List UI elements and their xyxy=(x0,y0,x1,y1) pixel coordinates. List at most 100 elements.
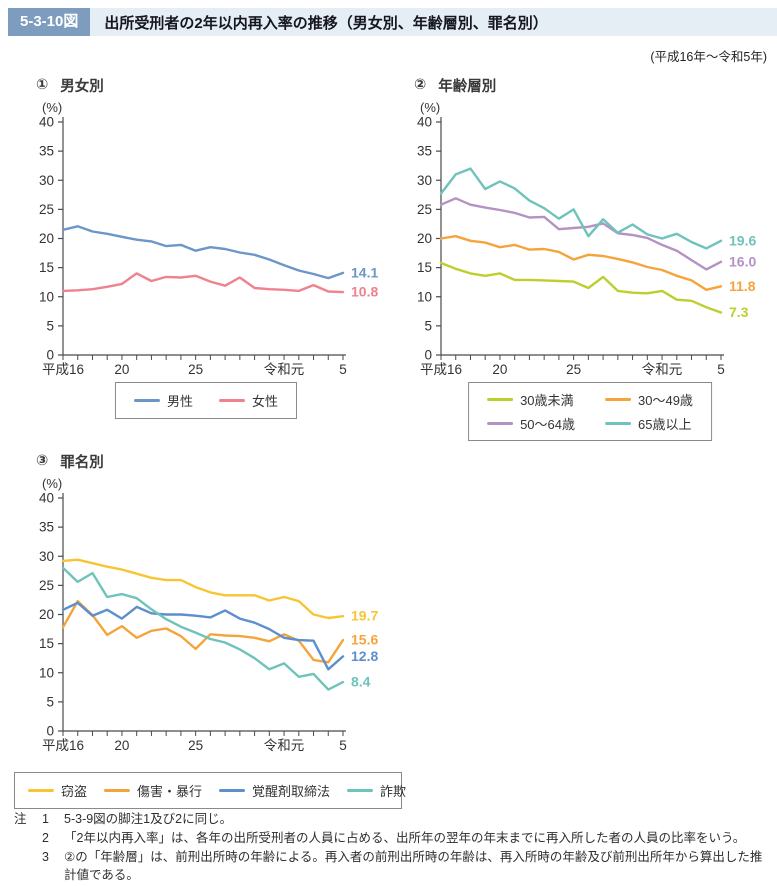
y-tick-label: 40 xyxy=(417,115,432,130)
gender-legend: 男性 女性 xyxy=(114,382,298,419)
series-line-3 xyxy=(439,167,723,250)
series-line-3 xyxy=(61,566,345,691)
legend-item: 50～64歳 xyxy=(487,414,575,433)
age-group-legend: 30歳未満 30～49歳 50～64歳 65歳以上 xyxy=(468,382,712,441)
series-end-label: 10.8 xyxy=(351,284,378,300)
offense-line-chart: (%) 0 5 10 15 20 25 30 35 40 平成16 20 25 令和元 5 19.7 15.61… xyxy=(39,476,378,753)
legend-swatch xyxy=(104,789,131,792)
series-line-0 xyxy=(439,261,723,314)
series-end-label: 19.6 xyxy=(729,232,756,248)
chart-gender: ① 男女別 (%) 0 5 10 15 20 25 30 35 40 平成16 20 25 令和元 5 14.… xyxy=(28,76,384,448)
y-tick-label: 25 xyxy=(39,578,54,593)
legend-item: 詐欺 xyxy=(347,781,406,800)
y-tick-label: 0 xyxy=(46,348,54,363)
x-tick-label: 20 xyxy=(492,362,507,377)
y-tick-label: 5 xyxy=(46,694,54,709)
note-item: 2 「2年以内再入率」は、各年の出所受刑者の人員に占める、出所年の翌年の年末まで… xyxy=(14,829,772,847)
y-tick-label: 35 xyxy=(417,144,432,159)
legend-label: 傷害・暴行 xyxy=(137,784,203,799)
legend-swatch xyxy=(219,399,245,402)
y-tick-label: 35 xyxy=(39,144,54,159)
series-end-label: 11.8 xyxy=(729,278,756,294)
y-tick-label: 25 xyxy=(39,202,54,217)
chart-age-group: ② 年齢層別 (%) 0 5 10 15 20 25 30 35 40 平成16 20 25 令和元 5 7.… xyxy=(406,76,774,448)
series-line-0 xyxy=(61,225,345,280)
chart-gender-heading: ① 男女別 xyxy=(36,76,384,95)
series-end-label: 12.8 xyxy=(351,648,378,664)
legend-label: 詐欺 xyxy=(380,784,407,799)
series-end-label: 19.7 xyxy=(351,608,378,624)
legend-label: 30歳未満 xyxy=(520,393,574,408)
legend-swatch xyxy=(605,422,631,425)
chart-offense-heading: ③ 罪名別 xyxy=(36,452,384,471)
age-group-line-chart: (%) 0 5 10 15 20 25 30 35 40 平成16 20 25 令和元 5 7.3 11.8 16… xyxy=(417,100,756,377)
series-end-label: 15.6 xyxy=(351,632,378,648)
x-axis: 平成16 20 25 令和元 5 xyxy=(420,354,725,377)
figure-number-badge: 5-3-10図 xyxy=(8,8,91,36)
note-item: 注 1 5-3-9図の脚注1及び2に同じ。 xyxy=(14,810,772,828)
section-title: 年齢層別 xyxy=(438,78,497,95)
x-tick-label: 25 xyxy=(566,362,581,377)
x-tick-label: 平成16 xyxy=(42,738,84,753)
legend-item: 男性 xyxy=(133,391,193,410)
legend-label: 男性 xyxy=(166,394,193,409)
y-tick-label: 30 xyxy=(39,173,54,188)
y-axis-unit: (%) xyxy=(42,476,62,491)
y-tick-label: 30 xyxy=(417,173,432,188)
y-tick-label: 10 xyxy=(417,289,432,304)
y-axis: 0 5 10 15 20 25 30 35 40 xyxy=(417,115,442,363)
y-tick-label: 20 xyxy=(417,231,432,246)
y-tick-label: 30 xyxy=(39,549,54,564)
y-tick-label: 0 xyxy=(46,724,54,739)
y-tick-label: 40 xyxy=(39,491,54,506)
legend-label: 65歳以上 xyxy=(638,417,692,432)
y-tick-label: 15 xyxy=(417,260,432,275)
y-tick-label: 20 xyxy=(39,607,54,622)
x-tick-label: 令和元 xyxy=(264,738,305,753)
note-number: 2 xyxy=(42,831,49,846)
note-text: 「2年以内再入率」は、各年の出所受刑者の人員に占める、出所年の翌年の年末までに再… xyxy=(64,831,746,846)
section-number: ① xyxy=(36,77,49,93)
note-text: 5-3-9図の脚注1及び2に同じ。 xyxy=(64,812,233,826)
legend-label: 30～49歳 xyxy=(638,393,693,408)
series-line-2 xyxy=(61,601,345,671)
legend-swatch xyxy=(487,422,514,425)
note-marker: 注 xyxy=(14,812,27,826)
y-tick-label: 15 xyxy=(39,636,54,651)
y-tick-label: 35 xyxy=(39,520,54,535)
legend-item: 30歳未満 xyxy=(487,390,575,409)
legend-swatch xyxy=(28,789,54,792)
gender-line-chart: (%) 0 5 10 15 20 25 30 35 40 平成16 20 25 令和元 5 14.1 10.8 xyxy=(39,100,378,377)
x-tick-label: 25 xyxy=(188,738,203,753)
legend-swatch xyxy=(219,789,246,792)
note-number: 1 xyxy=(42,812,49,826)
legend-label: 覚醒剤取締法 xyxy=(252,784,331,799)
section-title: 罪名別 xyxy=(60,454,104,471)
y-tick-label: 0 xyxy=(424,348,432,363)
section-title: 男女別 xyxy=(60,78,104,95)
series-end-label: 16.0 xyxy=(729,253,756,269)
y-axis-unit: (%) xyxy=(420,100,440,115)
x-tick-label: 20 xyxy=(114,362,129,377)
series-line-1 xyxy=(439,234,723,292)
chart-offense: ③ 罪名別 (%) 0 5 10 15 20 25 30 35 40 平成16 20 25 令和元 5 19.… xyxy=(14,452,406,820)
y-axis-unit: (%) xyxy=(42,100,62,115)
note-text: ②の「年齢層」は、前刑出所時の年齢による。再入者の前刑出所時の年齢は、再入所時の… xyxy=(64,850,763,883)
chart-age-heading: ② 年齢層別 xyxy=(414,76,774,95)
x-tick-label: 5 xyxy=(339,362,347,377)
series-line-1 xyxy=(61,272,345,294)
legend-item: 65歳以上 xyxy=(605,414,693,433)
legend-swatch xyxy=(487,398,514,401)
note-item: 3 ②の「年齢層」は、前刑出所時の年齢による。再入者の前刑出所時の年齢は、再入所… xyxy=(14,848,772,884)
legend-swatch xyxy=(133,399,160,402)
legend-item: 女性 xyxy=(219,391,278,410)
legend-item: 覚醒剤取締法 xyxy=(219,781,330,800)
y-tick-label: 10 xyxy=(39,665,54,680)
legend-swatch xyxy=(347,789,374,792)
x-tick-label: 5 xyxy=(717,362,725,377)
x-tick-label: 20 xyxy=(114,738,129,753)
series-line-0 xyxy=(61,558,345,620)
x-tick-label: 5 xyxy=(339,738,347,753)
y-axis: 0 5 10 15 20 25 30 35 40 xyxy=(39,115,64,363)
y-tick-label: 5 xyxy=(424,318,432,333)
